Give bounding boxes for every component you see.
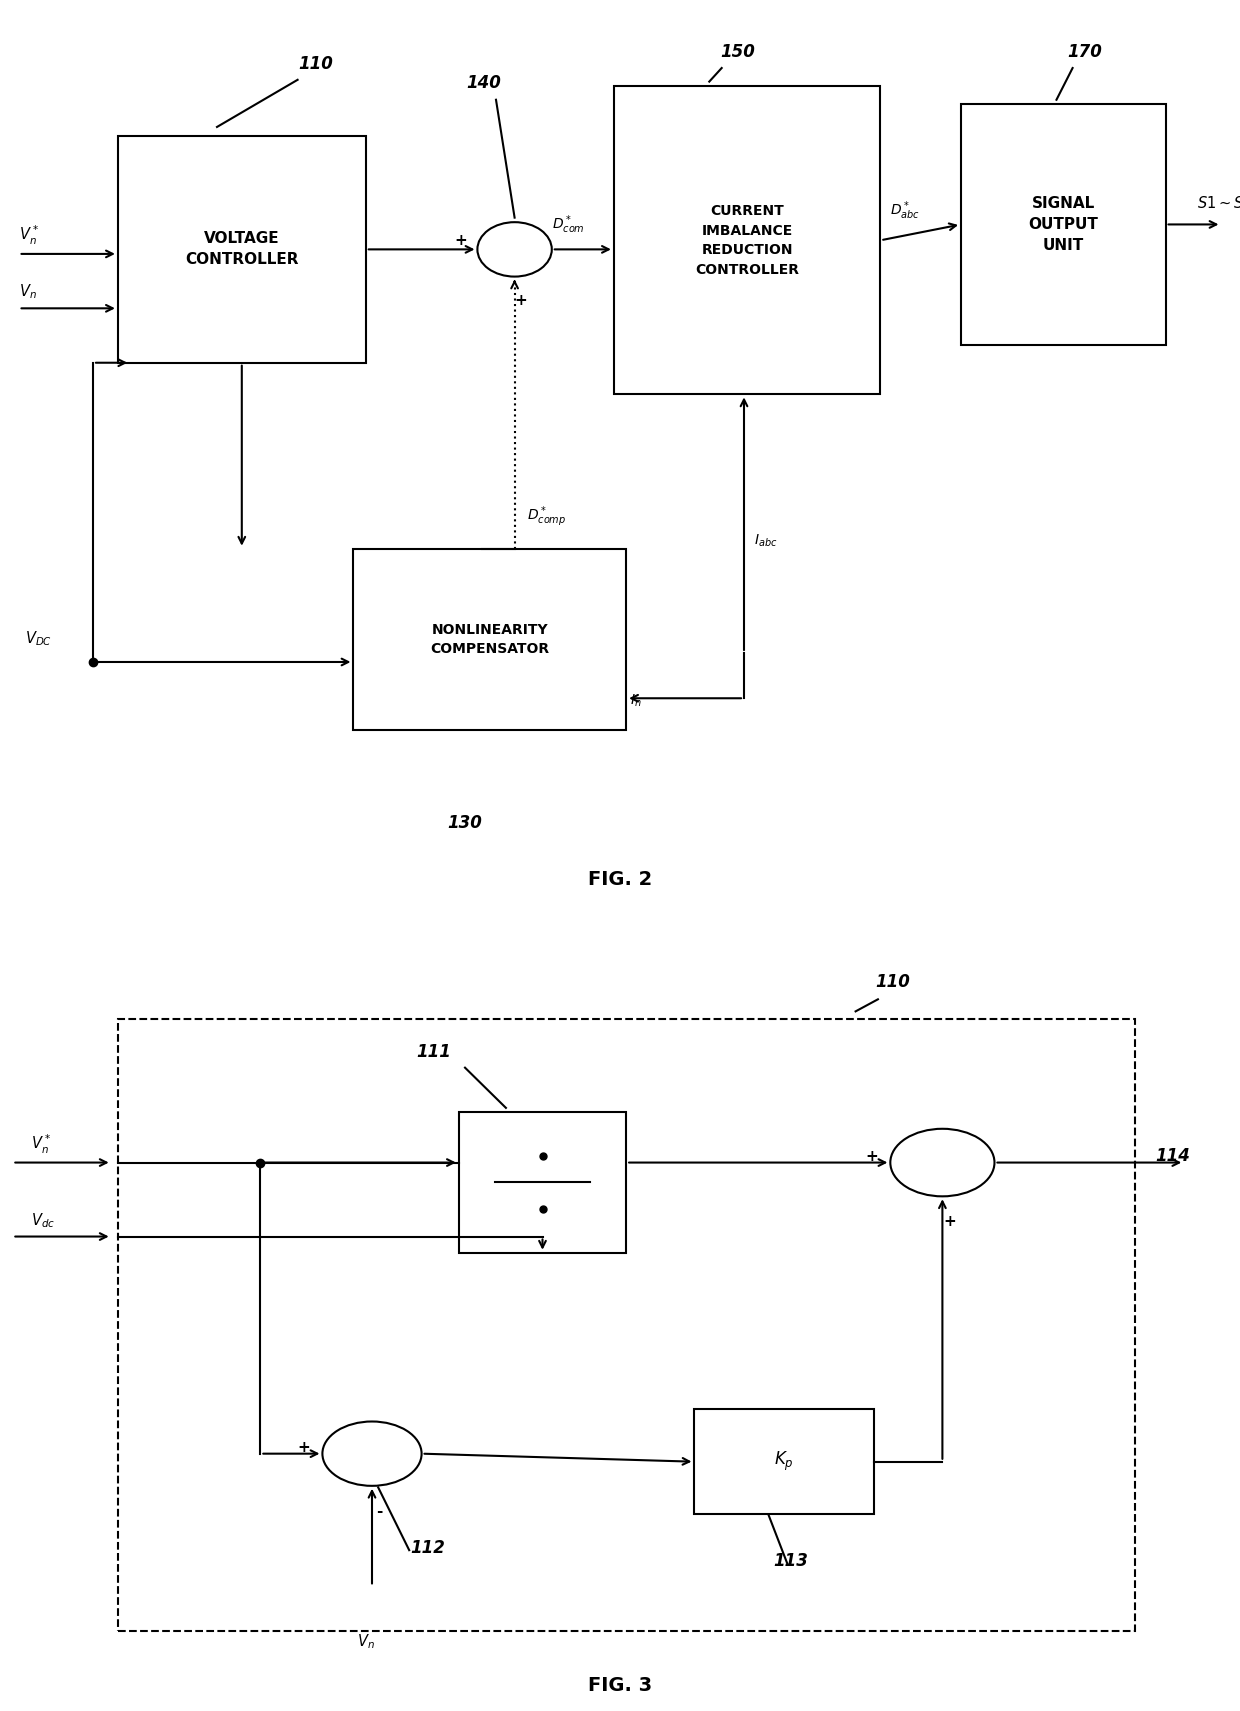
Text: +: + xyxy=(455,233,467,248)
Bar xyxy=(694,1410,874,1514)
Text: 114: 114 xyxy=(1156,1146,1190,1165)
Bar xyxy=(118,1020,1135,1631)
Text: $I_{abc}$: $I_{abc}$ xyxy=(754,532,777,549)
Text: 111: 111 xyxy=(417,1044,451,1061)
Text: NONLINEARITY
COMPENSATOR: NONLINEARITY COMPENSATOR xyxy=(430,623,549,655)
Circle shape xyxy=(890,1129,994,1196)
Bar xyxy=(353,549,626,731)
Text: $D_{com}^*$: $D_{com}^*$ xyxy=(552,214,584,236)
Bar xyxy=(614,86,880,395)
Text: $V_n^*$: $V_n^*$ xyxy=(19,224,38,246)
Text: $S1{\sim}S6$: $S1{\sim}S6$ xyxy=(1197,195,1240,210)
Bar xyxy=(118,137,366,363)
Text: 130: 130 xyxy=(448,814,482,833)
Text: +: + xyxy=(866,1148,878,1163)
Text: $I_n$: $I_n$ xyxy=(630,693,641,708)
Circle shape xyxy=(477,222,552,277)
Text: $V_{dc}$: $V_{dc}$ xyxy=(31,1211,55,1230)
Text: 110: 110 xyxy=(875,974,910,991)
Bar xyxy=(961,104,1166,344)
Text: SIGNAL
OUTPUT
UNIT: SIGNAL OUTPUT UNIT xyxy=(1028,197,1099,253)
Text: FIG. 2: FIG. 2 xyxy=(588,869,652,888)
Text: $V_n$: $V_n$ xyxy=(19,282,36,301)
Text: -: - xyxy=(376,1504,383,1519)
Text: CURRENT
IMBALANCE
REDUCTION
CONTROLLER: CURRENT IMBALANCE REDUCTION CONTROLLER xyxy=(696,204,799,277)
Text: +: + xyxy=(944,1215,956,1228)
Text: $V_n^*$: $V_n^*$ xyxy=(31,1133,51,1157)
Text: 112: 112 xyxy=(410,1538,445,1557)
Text: +: + xyxy=(298,1439,310,1454)
Text: $V_{DC}$: $V_{DC}$ xyxy=(25,630,52,648)
Text: $D_{comp}^*$: $D_{comp}^*$ xyxy=(527,505,567,529)
Text: FIG. 3: FIG. 3 xyxy=(588,1675,652,1696)
Text: VOLTAGE
CONTROLLER: VOLTAGE CONTROLLER xyxy=(185,231,299,267)
Text: $D_{abc}^*$: $D_{abc}^*$ xyxy=(890,200,920,222)
Text: +: + xyxy=(515,293,527,308)
Text: $K_p$: $K_p$ xyxy=(775,1451,794,1473)
Text: 140: 140 xyxy=(466,75,501,92)
Bar xyxy=(459,1112,626,1252)
Text: 113: 113 xyxy=(774,1552,808,1571)
Text: $V_n$: $V_n$ xyxy=(357,1632,374,1651)
Circle shape xyxy=(322,1422,422,1485)
Text: 150: 150 xyxy=(720,43,755,62)
Text: 170: 170 xyxy=(1068,43,1102,62)
Text: 110: 110 xyxy=(299,55,334,72)
